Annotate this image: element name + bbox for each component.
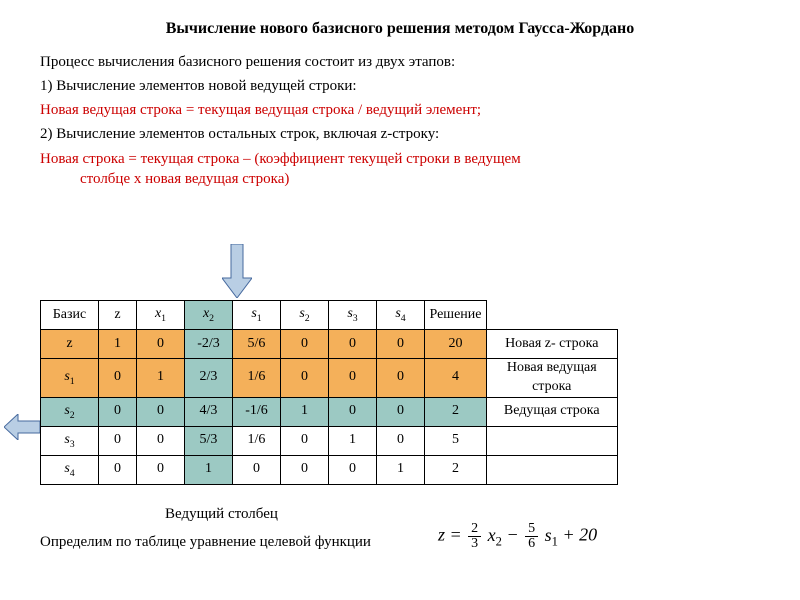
cell: 1 — [137, 359, 185, 398]
cell-basis: z — [41, 330, 99, 359]
cell: 0 — [281, 455, 329, 484]
cell-sol: 5 — [425, 426, 487, 455]
cell: 0 — [329, 397, 377, 426]
cell: 0 — [329, 359, 377, 398]
row-note — [487, 426, 618, 455]
cell: 0 — [137, 330, 185, 359]
simplex-table: Базис z x1 x2 s1 s2 s3 s4 Решение z 1 0 … — [40, 300, 760, 485]
table-row: z 1 0 -2/3 5/6 0 0 0 20 Новая z- строка — [41, 330, 618, 359]
cell-pivotcol: 1 — [185, 455, 233, 484]
head-s2: s2 — [281, 301, 329, 330]
head-s1: s1 — [233, 301, 281, 330]
cell-basis: s2 — [41, 397, 99, 426]
row-note: Ведущая строка — [487, 397, 618, 426]
step2-text: 2) Вычисление элементов остальных строк,… — [40, 124, 760, 144]
cell: -1/6 — [233, 397, 281, 426]
arrow-down-icon — [222, 244, 252, 298]
cell: 0 — [329, 330, 377, 359]
cell: 0 — [281, 330, 329, 359]
cell: 0 — [233, 455, 281, 484]
pivot-column-label: Ведущий столбец — [165, 504, 278, 524]
cell-sol: 2 — [425, 397, 487, 426]
cell: 1/6 — [233, 359, 281, 398]
cell: 0 — [99, 426, 137, 455]
arrow-left-icon — [4, 414, 40, 440]
bottom-sentence: Определим по таблице уравнение целевой ф… — [40, 532, 371, 552]
cell: 0 — [99, 359, 137, 398]
cell-basis: s3 — [41, 426, 99, 455]
rule2-line2: столбце x новая ведущая строка) — [40, 169, 760, 189]
cell: 1 — [281, 397, 329, 426]
head-basis: Базис — [41, 301, 99, 330]
cell: 5/6 — [233, 330, 281, 359]
row-note — [487, 455, 618, 484]
table-row: s4 0 0 1 0 0 0 1 2 — [41, 455, 618, 484]
head-x1: x1 — [137, 301, 185, 330]
cell: 1 — [99, 330, 137, 359]
cell-sol: 4 — [425, 359, 487, 398]
cell: 0 — [377, 359, 425, 398]
objective-formula: z = 2 3 x2 − 5 6 s1 + 20 — [438, 522, 597, 551]
cell: 1 — [377, 455, 425, 484]
cell: 0 — [137, 426, 185, 455]
head-x2: x2 — [185, 301, 233, 330]
head-s3: s3 — [329, 301, 377, 330]
formula-frac1: 2 3 — [468, 522, 481, 551]
head-solution: Решение — [425, 301, 487, 330]
cell: 1 — [329, 426, 377, 455]
table-head: Базис z x1 x2 s1 s2 s3 s4 Решение — [41, 301, 618, 330]
cell: 0 — [99, 455, 137, 484]
cell-sol: 2 — [425, 455, 487, 484]
step1-text: 1) Вычисление элементов новой ведущей ст… — [40, 76, 760, 96]
formula-const: 20 — [579, 525, 597, 545]
cell-pivotcol: 5/3 — [185, 426, 233, 455]
cell-pivotcol: -2/3 — [185, 330, 233, 359]
cell: 0 — [137, 397, 185, 426]
cell: 1/6 — [233, 426, 281, 455]
cell-sol: 20 — [425, 330, 487, 359]
row-note: Новая z- строка — [487, 330, 618, 359]
cell-basis: s4 — [41, 455, 99, 484]
head-note — [487, 301, 618, 330]
cell: 0 — [329, 455, 377, 484]
formula-lhs: z — [438, 525, 445, 545]
cell-pivotcol: 2/3 — [185, 359, 233, 398]
cell-pivot: 4/3 — [185, 397, 233, 426]
rule2-line1: Новая строка = текущая строка – (коэффиц… — [40, 149, 760, 169]
formula-frac2: 5 6 — [525, 522, 538, 551]
head-s4: s4 — [377, 301, 425, 330]
intro-text: Процесс вычисления базисного решения сос… — [40, 52, 760, 72]
cell: 0 — [99, 397, 137, 426]
table-row: s3 0 0 5/3 1/6 0 1 0 5 — [41, 426, 618, 455]
rule1-text: Новая ведущая строка = текущая ведущая с… — [40, 100, 760, 120]
cell: 0 — [377, 330, 425, 359]
head-z: z — [99, 301, 137, 330]
table-row: s2 0 0 4/3 -1/6 1 0 0 2 Ведущая строка — [41, 397, 618, 426]
page-title: Вычисление нового базисного решения мето… — [40, 18, 760, 40]
cell: 0 — [377, 397, 425, 426]
cell: 0 — [281, 359, 329, 398]
row-note: Новая ведущая строка — [487, 359, 618, 398]
cell: 0 — [281, 426, 329, 455]
cell: 0 — [137, 455, 185, 484]
table-row: s1 0 1 2/3 1/6 0 0 0 4 Новая ведущая стр… — [41, 359, 618, 398]
cell: 0 — [377, 426, 425, 455]
cell-basis: s1 — [41, 359, 99, 398]
